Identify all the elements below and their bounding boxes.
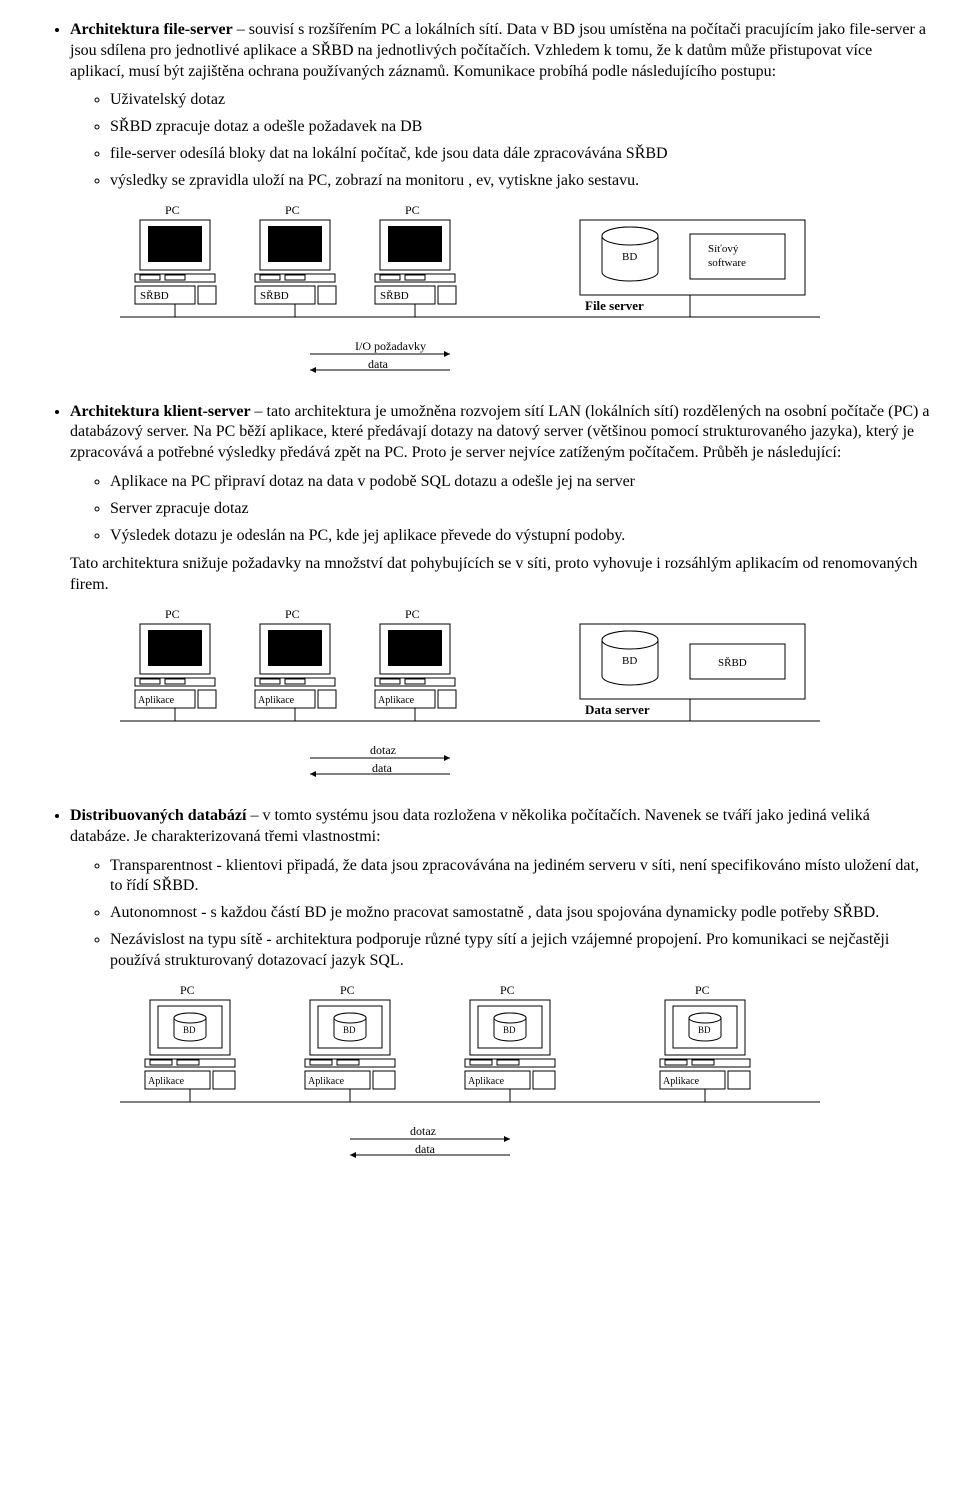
svg-text:data: data	[368, 357, 389, 371]
svg-text:BD: BD	[622, 655, 637, 667]
pc-group-1: PC SŘBD PC SŘBD PC SŘBD	[135, 203, 456, 317]
tail-client-server: Tato architektura snižuje požadavky na m…	[70, 554, 930, 596]
svg-text:PC: PC	[405, 607, 420, 621]
svg-text:Aplikace: Aplikace	[378, 695, 415, 706]
list-item: Nezávislost na typu sítě - architektura …	[110, 930, 930, 972]
svg-text:Aplikace: Aplikace	[258, 695, 295, 706]
svg-text:SŘBD: SŘBD	[260, 290, 289, 302]
list-item: SŘBD zpracuje dotaz a odešle požadavek n…	[110, 117, 930, 138]
svg-text:BD: BD	[183, 1025, 196, 1035]
svg-text:PC: PC	[165, 203, 180, 217]
svg-text:BD: BD	[622, 251, 637, 263]
server-group-1: BD Síťový software File server	[580, 220, 805, 317]
svg-text:data: data	[415, 1142, 436, 1156]
title-file-server: Architektura file-server	[70, 21, 233, 38]
svg-text:data: data	[372, 761, 393, 775]
svg-text:PC: PC	[285, 607, 300, 621]
svg-text:BD: BD	[503, 1025, 516, 1035]
svg-text:PC: PC	[340, 983, 355, 997]
list-item: file-server odesílá bloky dat na lokální…	[110, 144, 930, 165]
section-client-server: Architektura klient-server – tato archit…	[70, 402, 930, 596]
list-distributed: Transparentnost - klientovi připadá, že …	[70, 856, 930, 972]
list-client-server: Aplikace na PC připraví dotaz na data v …	[70, 472, 930, 546]
svg-text:Aplikace: Aplikace	[138, 695, 175, 706]
svg-text:PC: PC	[695, 983, 710, 997]
list-item: Autonomnost - s každou částí BD je možno…	[110, 903, 930, 924]
svg-text:Síťový: Síťový	[708, 243, 739, 255]
svg-text:PC: PC	[165, 607, 180, 621]
svg-text:dotaz: dotaz	[370, 743, 396, 757]
list-item: výsledky se zpravidla uloží na PC, zobra…	[110, 171, 930, 192]
section-file-server: Architektura file-server – souvisí s roz…	[70, 20, 930, 192]
svg-text:Data server: Data server	[585, 702, 650, 717]
svg-text:PC: PC	[500, 983, 515, 997]
title-client-server: Architektura klient-server	[70, 403, 251, 420]
svg-text:SŘBD: SŘBD	[718, 657, 747, 669]
svg-text:SŘBD: SŘBD	[140, 290, 169, 302]
list-item: Uživatelský dotaz	[110, 90, 930, 111]
diagram-client-server: PC Aplikace PC Aplikace PC Aplikace	[110, 606, 930, 796]
list-item: Server zpracuje dotaz	[110, 499, 930, 520]
svg-text:SŘBD: SŘBD	[380, 290, 409, 302]
svg-text:Aplikace: Aplikace	[308, 1076, 345, 1087]
svg-text:dotaz: dotaz	[410, 1124, 436, 1138]
list-file-server: Uživatelský dotaz SŘBD zpracuje dotaz a …	[70, 90, 930, 191]
title-distributed: Distribuovaných databází	[70, 807, 246, 824]
svg-text:software: software	[708, 257, 746, 269]
svg-text:PC: PC	[405, 203, 420, 217]
svg-text:PC: PC	[285, 203, 300, 217]
svg-text:BD: BD	[698, 1025, 711, 1035]
svg-text:Aplikace: Aplikace	[148, 1076, 185, 1087]
svg-text:Aplikace: Aplikace	[663, 1076, 700, 1087]
diagram-distributed: PC BD Aplikace PC BD Aplikace PC	[110, 982, 930, 1172]
list-item: Transparentnost - klientovi připadá, že …	[110, 856, 930, 898]
list-item: Aplikace na PC připraví dotaz na data v …	[110, 472, 930, 493]
svg-text:I/O požadavky: I/O požadavky	[355, 339, 426, 353]
svg-text:File server: File server	[585, 298, 644, 313]
diagram-file-server: PC SŘBD PC SŘBD PC SŘBD	[110, 202, 930, 392]
svg-text:PC: PC	[180, 983, 195, 997]
section-distributed: Distribuovaných databází – v tomto systé…	[70, 806, 930, 972]
svg-text:Aplikace: Aplikace	[468, 1076, 505, 1087]
list-item: Výsledek dotazu je odeslán na PC, kde je…	[110, 526, 930, 547]
svg-text:BD: BD	[343, 1025, 356, 1035]
